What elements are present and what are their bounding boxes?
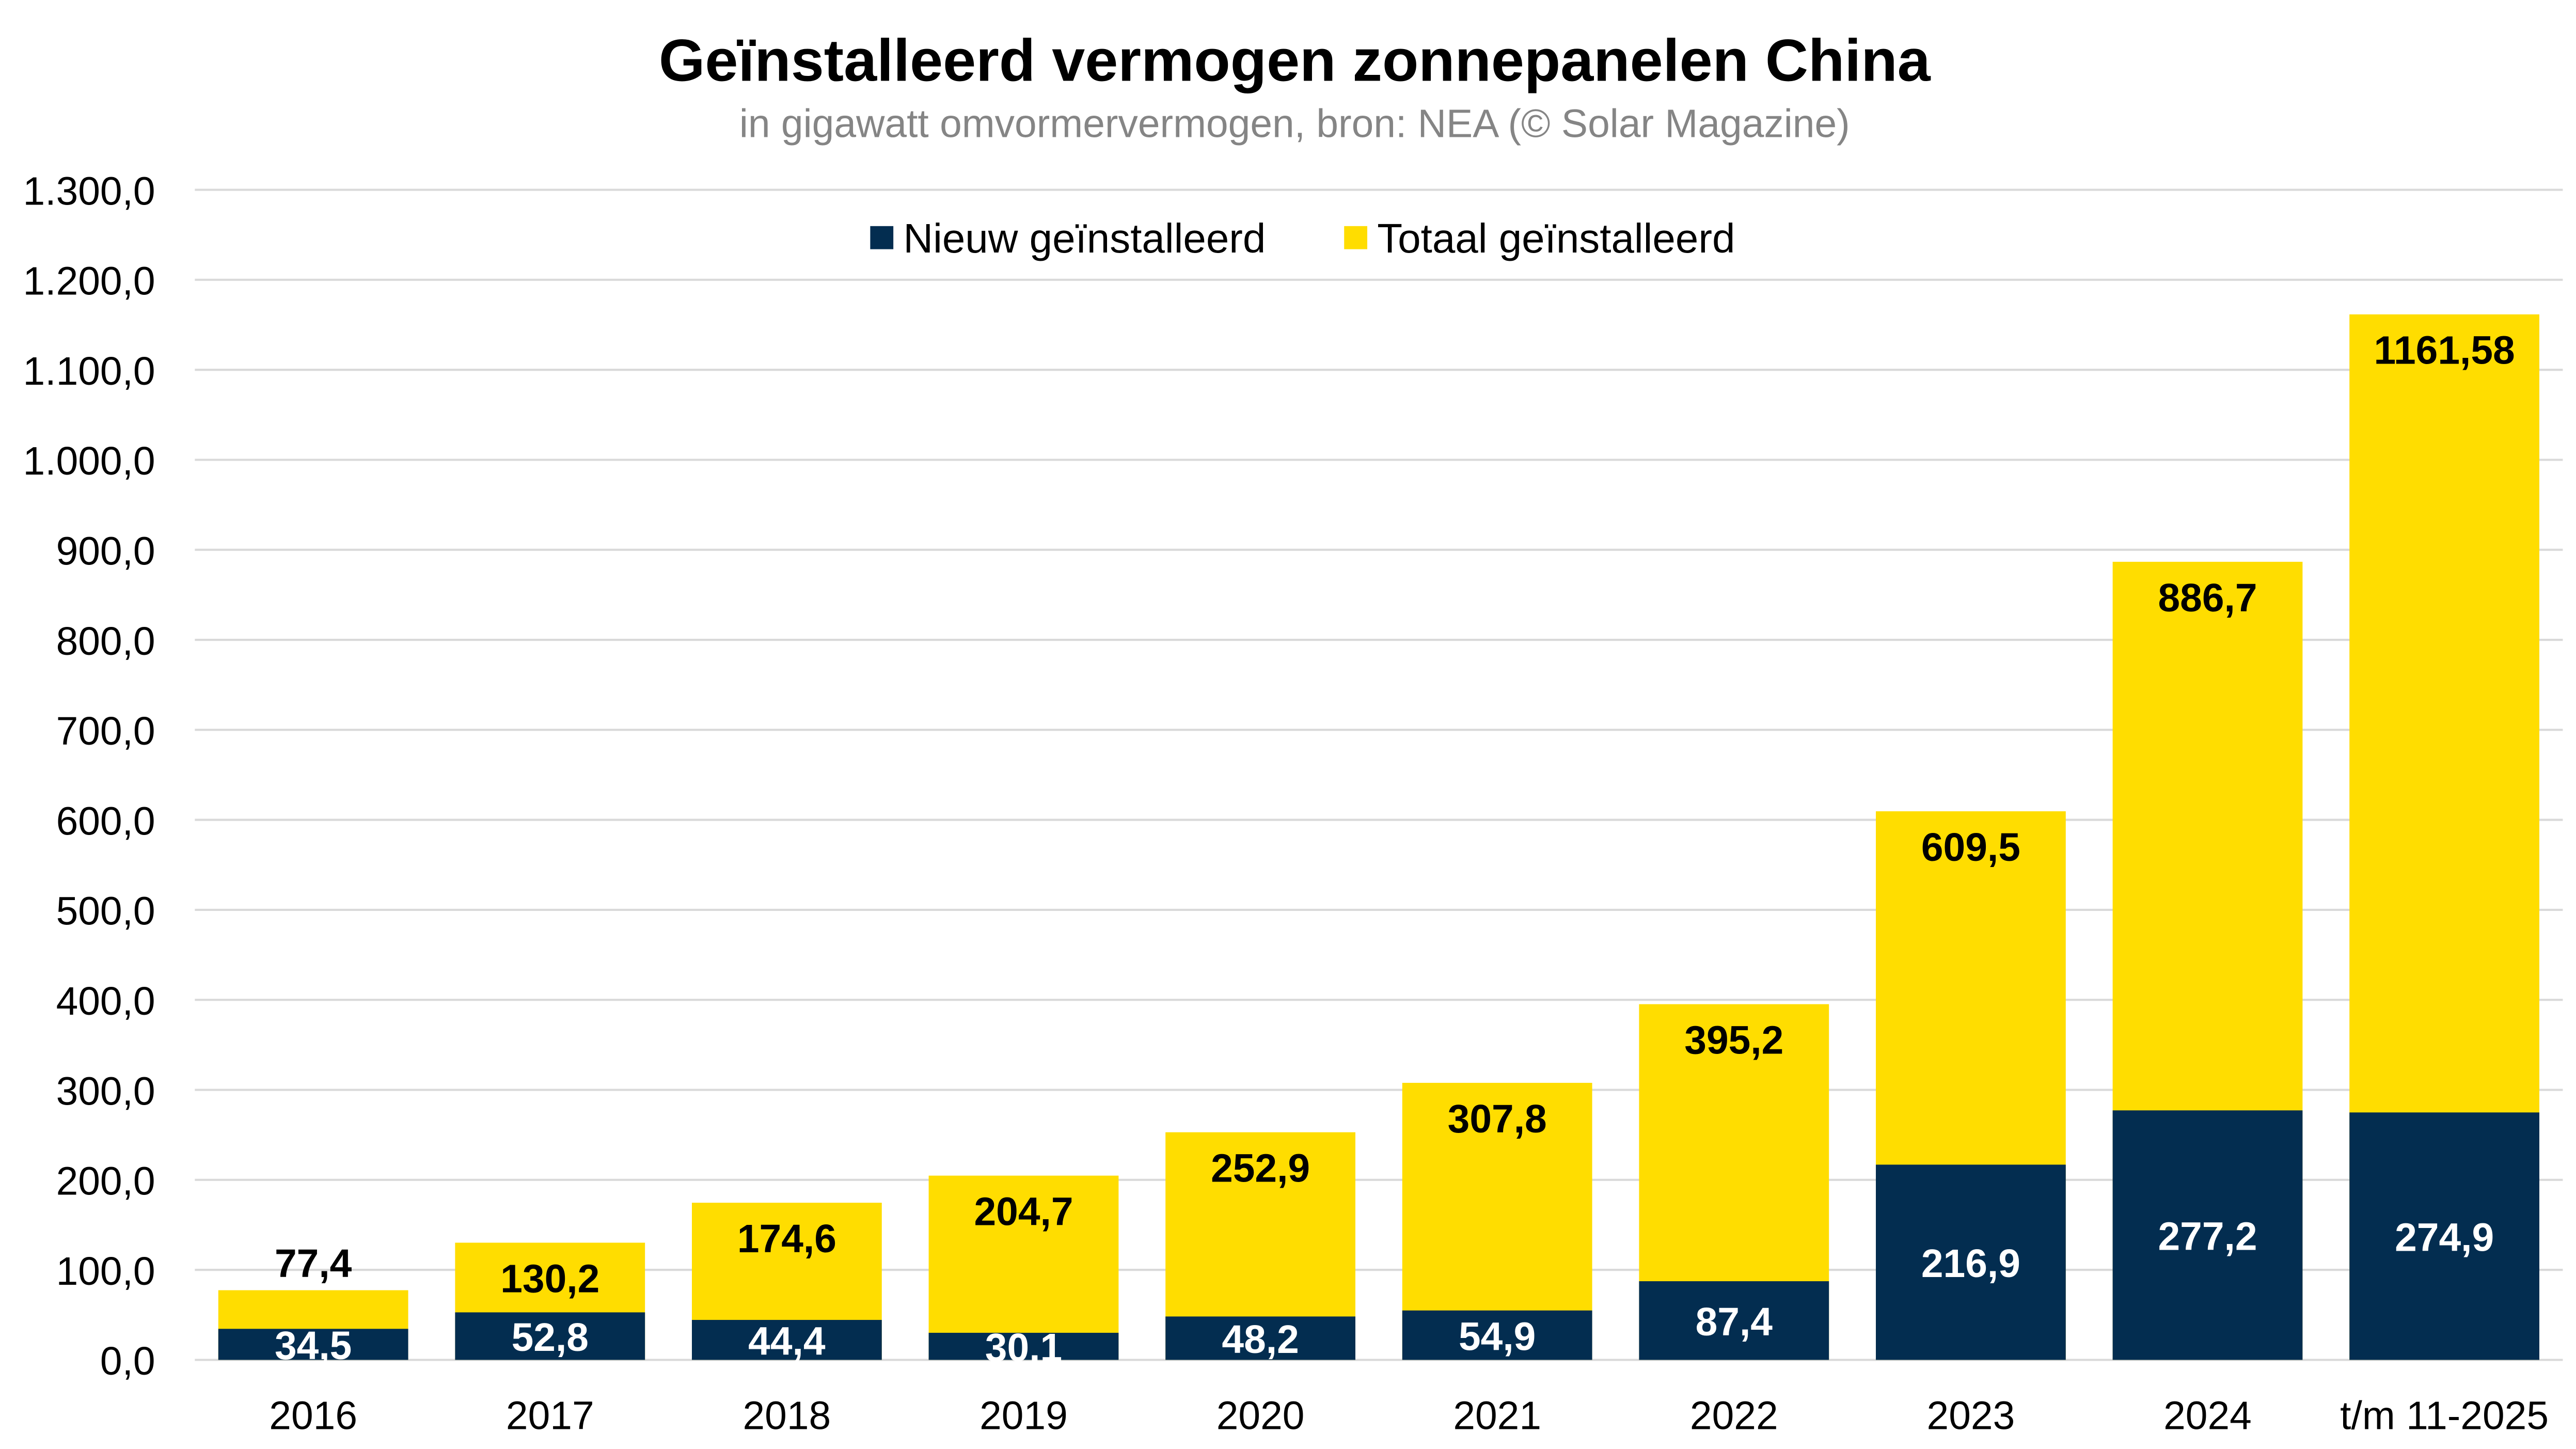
bar-new <box>455 1312 645 1360</box>
chart-subtitle: in gigawatt omvormervermogen, bron: NEA … <box>739 102 1850 146</box>
bar-new <box>2349 1112 2540 1360</box>
data-label-total: 130,2 <box>500 1257 599 1301</box>
y-tick-label: 800,0 <box>56 620 155 664</box>
x-tick-label: 2021 <box>1453 1394 1541 1438</box>
bar-new <box>1165 1316 1355 1360</box>
x-axis: 2016 2017 2018 2019 2020 2021 2022 2023 2024 t/m … <box>269 1394 2549 1438</box>
data-label-new: 277,2 <box>2158 1215 2257 1259</box>
x-tick-label: 2024 <box>2163 1394 2252 1438</box>
data-label-new: 34,5 <box>275 1324 352 1368</box>
bar-new <box>1402 1310 1592 1360</box>
data-label-new: 54,9 <box>1459 1315 1536 1359</box>
x-tick-label: 2020 <box>1216 1394 1305 1438</box>
legend-label-total: Totaal geïnstalleerd <box>1377 215 1735 261</box>
data-label-new: 30,1 <box>985 1326 1062 1370</box>
data-label-total: 886,7 <box>2158 576 2257 620</box>
y-tick-label: 1.300,0 <box>23 169 155 213</box>
bar-new <box>1876 1164 2066 1360</box>
y-tick-label: 600,0 <box>56 799 155 843</box>
data-label-total: 395,2 <box>1684 1018 1783 1062</box>
data-label-new: 216,9 <box>1921 1242 2020 1286</box>
y-tick-label: 900,0 <box>56 530 155 574</box>
y-tick-label: 1.200,0 <box>23 260 155 304</box>
data-label-total: 1161,58 <box>2374 329 2515 373</box>
bar-new <box>2112 1110 2303 1360</box>
gridlines <box>195 188 2563 1361</box>
x-tick-label: 2019 <box>979 1394 1068 1438</box>
bars: 34,5 77,4 52,8 130,2 44,4 174,6 30,1 204,7 48,2 2… <box>218 314 2540 1370</box>
y-tick-label: 500,0 <box>56 890 155 934</box>
data-label-new: 87,4 <box>1696 1300 1773 1344</box>
bar-new <box>1639 1281 1829 1360</box>
data-label-total: 204,7 <box>974 1190 1073 1234</box>
data-label-new: 274,9 <box>2395 1216 2494 1260</box>
y-tick-label: 400,0 <box>56 980 155 1023</box>
x-tick-label: 2016 <box>269 1394 357 1438</box>
data-label-total: 609,5 <box>1921 826 2020 870</box>
y-axis: 0,0 100,0 200,0 300,0 400,0 500,0 600,0 700,0 80… <box>23 169 155 1383</box>
x-tick-label: 2022 <box>1690 1394 1778 1438</box>
y-tick-label: 200,0 <box>56 1160 155 1204</box>
y-tick-label: 300,0 <box>56 1069 155 1113</box>
data-label-total: 307,8 <box>1448 1097 1547 1141</box>
data-label-total: 174,6 <box>737 1217 836 1261</box>
y-tick-label: 1.100,0 <box>23 350 155 393</box>
x-tick-label: 2023 <box>1927 1394 2015 1438</box>
data-label-total: 77,4 <box>275 1242 352 1286</box>
legend: Nieuw geïnstalleerd Totaal geïnstalleerd <box>870 215 1735 261</box>
x-tick-label: 2018 <box>743 1394 831 1438</box>
data-label-total: 252,9 <box>1211 1147 1310 1191</box>
y-tick-label: 0,0 <box>100 1340 155 1383</box>
legend-swatch-total <box>1344 226 1368 249</box>
y-tick-label: 100,0 <box>56 1250 155 1294</box>
x-tick-label: t/m 11-2025 <box>2340 1394 2549 1438</box>
chart-title: Geïnstalleerd vermogen zonnepanelen Chin… <box>659 28 1931 94</box>
bar-new <box>691 1320 882 1360</box>
x-tick-label: 2017 <box>506 1394 594 1438</box>
data-label-new: 52,8 <box>512 1316 589 1360</box>
legend-swatch-new <box>870 226 894 249</box>
data-label-new: 44,4 <box>748 1320 826 1364</box>
bar-new <box>218 1329 408 1360</box>
bar-total <box>928 1175 1119 1360</box>
legend-label-new: Nieuw geïnstalleerd <box>903 215 1266 261</box>
data-label-new: 48,2 <box>1222 1318 1299 1362</box>
y-tick-label: 1.000,0 <box>23 439 155 483</box>
y-tick-label: 700,0 <box>56 710 155 753</box>
bar-new <box>928 1332 1119 1360</box>
